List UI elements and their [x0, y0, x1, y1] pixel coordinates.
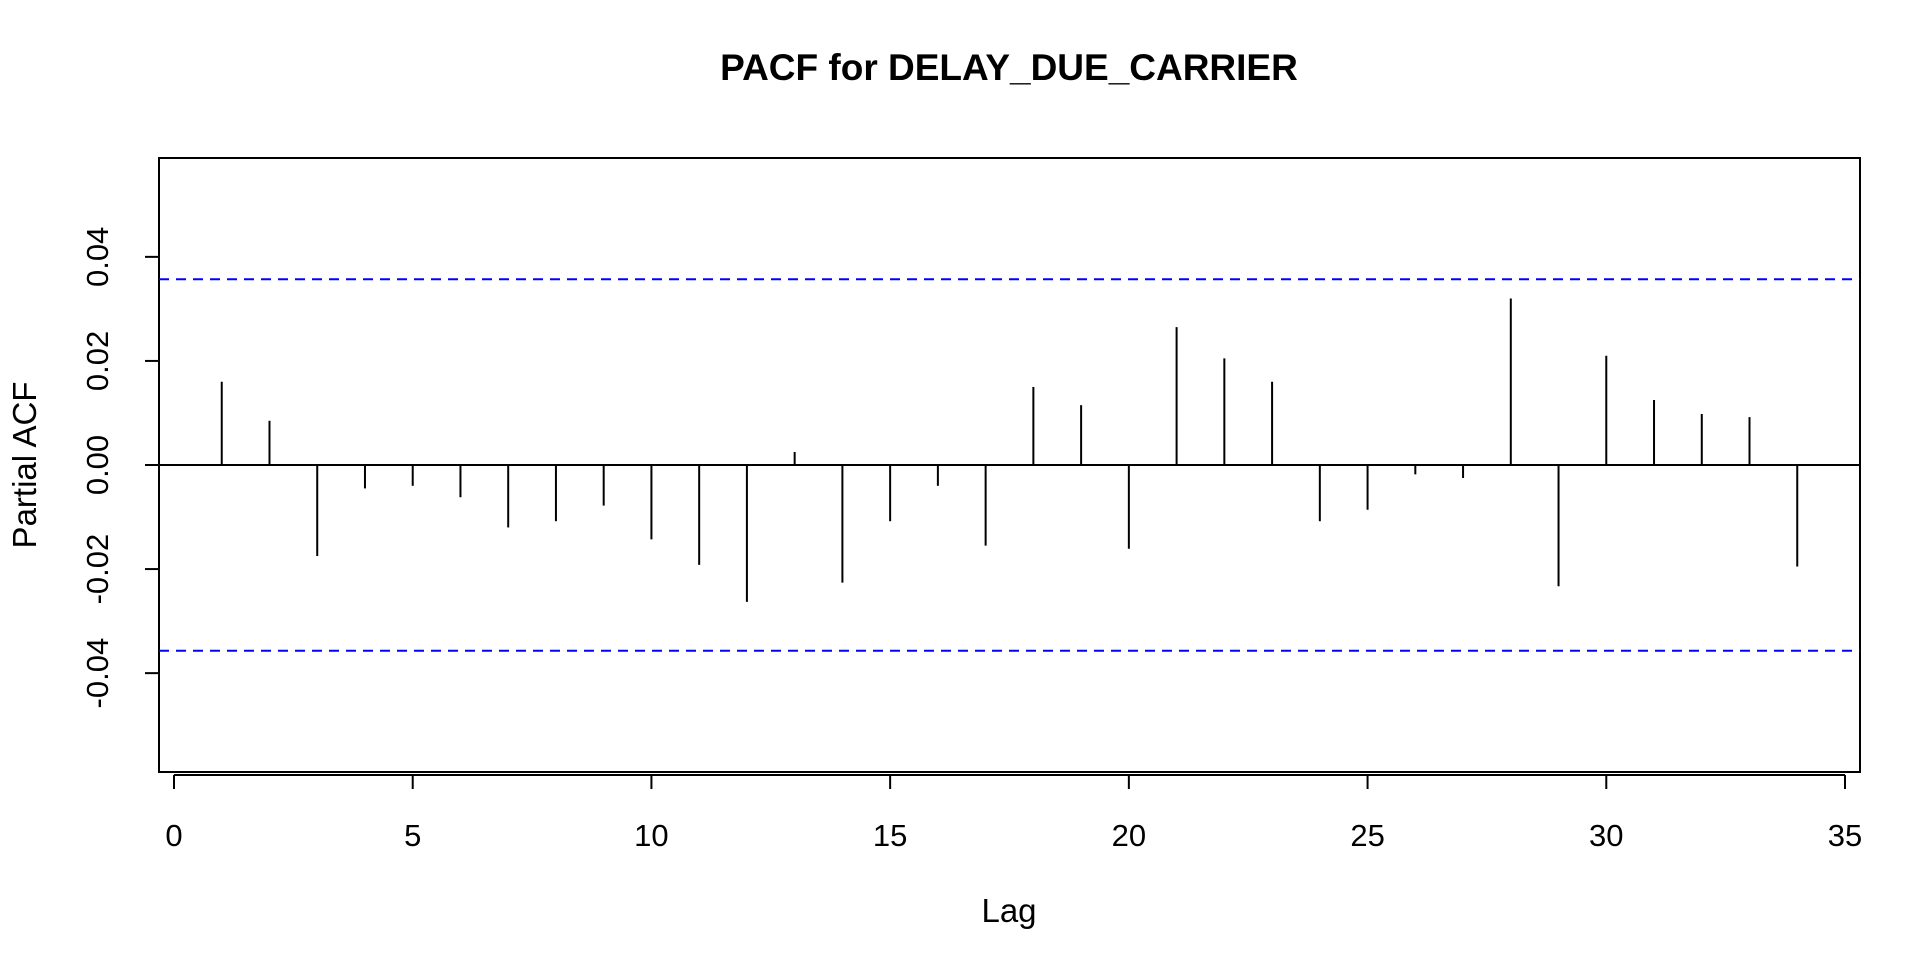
y-axis-label: Partial ACF: [6, 382, 43, 549]
x-tick-label: 15: [873, 818, 907, 853]
x-tick-label: 35: [1828, 818, 1862, 853]
y-tick-label: 0.04: [80, 227, 115, 287]
y-tick-label: 0.02: [80, 331, 115, 391]
x-tick-label: 25: [1350, 818, 1384, 853]
x-tick-label: 5: [404, 818, 421, 853]
y-tick-label: -0.02: [80, 534, 115, 605]
x-axis: 0 5 10 15 20 25 30 35: [165, 774, 1862, 853]
confidence-bounds: [159, 278, 1860, 652]
y-tick-label: 0.00: [80, 435, 115, 495]
pacf-bars: [159, 298, 1860, 602]
x-tick-label: 0: [165, 818, 182, 853]
y-tick-label: -0.04: [80, 638, 115, 709]
x-tick-label: 20: [1112, 818, 1146, 853]
x-tick-label: 10: [634, 818, 668, 853]
x-axis-label: Lag: [981, 892, 1036, 929]
x-tick-label: 30: [1589, 818, 1623, 853]
chart-title: PACF for DELAY_DUE_CARRIER: [720, 47, 1298, 88]
y-axis: -0.04 -0.02 0.00 0.02 0.04: [80, 227, 160, 709]
